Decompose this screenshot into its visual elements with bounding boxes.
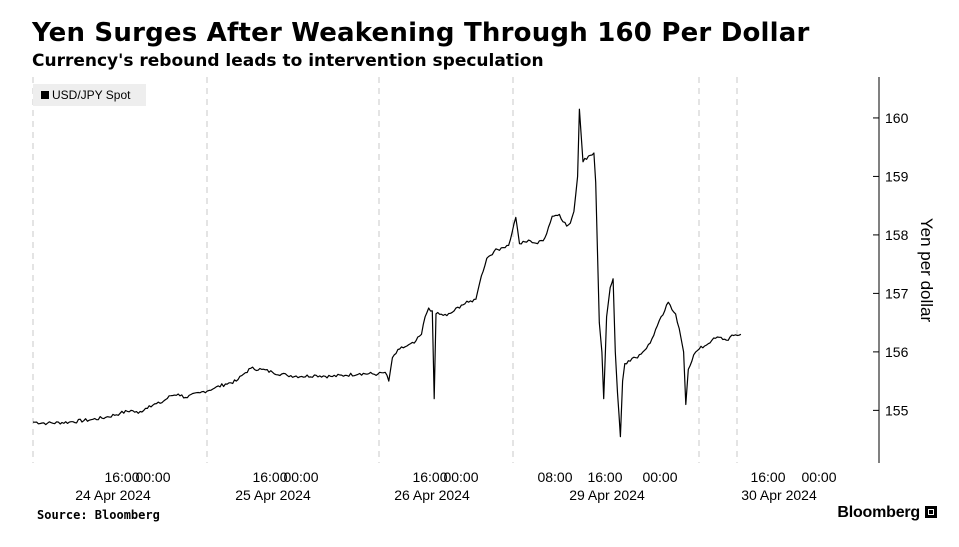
x-time-label-6: 08:00 <box>537 469 572 485</box>
legend-label: USD/JPY Spot <box>52 88 131 102</box>
y-tick-label-4: 159 <box>885 168 909 184</box>
chart-title: Yen Surges After Weakening Through 160 P… <box>32 18 810 48</box>
y-tick-label-0: 155 <box>885 402 909 418</box>
y-axis-label: Yen per dollar <box>917 218 936 323</box>
y-tick-label-3: 158 <box>885 227 909 243</box>
y-tick-label-1: 156 <box>885 344 909 360</box>
x-time-label-2: 16:00 <box>252 469 287 485</box>
x-time-label-9: 16:00 <box>750 469 785 485</box>
brand-logo: Bloomberg <box>837 504 937 522</box>
legend: USD/JPY Spot <box>33 84 146 106</box>
x-date-label-4: 30 Apr 2024 <box>741 487 817 503</box>
x-time-label-0: 16:00 <box>104 469 139 485</box>
legend-box <box>33 84 146 106</box>
x-date-label-0: 24 Apr 2024 <box>75 487 151 503</box>
source-note: Source: Bloomberg <box>37 508 160 522</box>
series-line-usdjpy <box>32 108 742 438</box>
x-time-label-4: 16:00 <box>412 469 447 485</box>
grid-lines <box>32 77 738 463</box>
x-time-label-8: 00:00 <box>642 469 677 485</box>
y-axis-ticks: 155 156 157 158 159 160 <box>873 110 909 418</box>
y-tick-label-5: 160 <box>885 110 909 126</box>
legend-swatch <box>41 91 49 99</box>
x-time-label-1: 00:00 <box>135 469 170 485</box>
x-time-label-3: 00:00 <box>283 469 318 485</box>
y-tick-label-2: 157 <box>885 285 909 301</box>
x-date-label-1: 25 Apr 2024 <box>235 487 311 503</box>
x-date-label-2: 26 Apr 2024 <box>394 487 470 503</box>
x-time-label-5: 00:00 <box>443 469 478 485</box>
terminal-icon <box>925 506 937 518</box>
x-date-label-3: 29 Apr 2024 <box>569 487 645 503</box>
chart-subtitle: Currency's rebound leads to intervention… <box>32 51 544 71</box>
x-time-label-7: 16:00 <box>587 469 622 485</box>
brand-name: Bloomberg <box>837 504 920 521</box>
x-time-label-10: 00:00 <box>801 469 836 485</box>
